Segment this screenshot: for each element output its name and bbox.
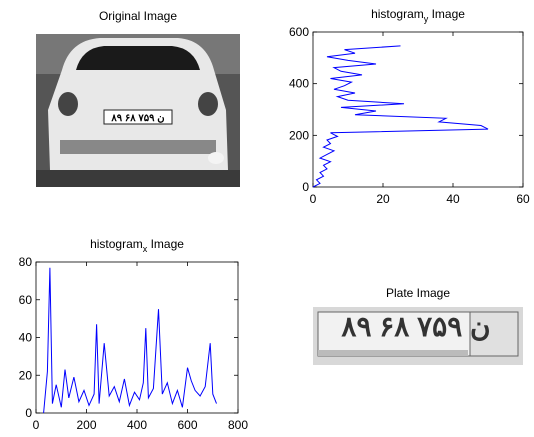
y-tick-label: 200 [289, 128, 309, 142]
x-tick-label: 20 [376, 192, 390, 206]
x-tick-label: 0 [310, 192, 317, 206]
x-tick-label: 600 [177, 418, 197, 432]
title-subscript: y [424, 14, 429, 24]
plate-image: ۸۹ ن ۷۵۹ ۶۸ [313, 307, 523, 365]
y-tick-label: 0 [25, 406, 32, 420]
plate-text: ۸۹ ن ۷۵۹ ۶۸ [341, 311, 490, 342]
chart-title: histogramx Image [90, 237, 184, 254]
plate-text: ۸۹ ن ۷۵۹ ۶۸ [110, 113, 164, 124]
title-text: histogram [371, 7, 424, 21]
x-tick-label: 40 [446, 192, 460, 206]
axes-box [35, 261, 239, 414]
title-suffix: Image [147, 237, 184, 251]
chart-title: histogramy Image [371, 7, 465, 24]
y-tick-label: 0 [302, 180, 309, 194]
y-tick-label: 60 [19, 293, 33, 307]
data-line [43, 267, 217, 414]
image-title: Original Image [99, 9, 177, 23]
original-image: ۸۹ ن ۷۵۹ ۶۸ [36, 34, 240, 187]
y-tick-label: 20 [19, 368, 33, 382]
title-suffix: Image [428, 7, 465, 21]
y-tick-label: 400 [289, 77, 309, 91]
x-tick-label: 400 [127, 418, 147, 432]
x-tick-label: 800 [228, 418, 248, 432]
x-tick-label: 0 [33, 418, 40, 432]
x-tick-label: 200 [76, 418, 96, 432]
x-tick-label: 60 [516, 192, 530, 206]
title-subscript: x [143, 244, 148, 254]
title-text: histogram [90, 237, 143, 251]
axes-box [312, 31, 524, 188]
y-tick-label: 600 [289, 25, 309, 39]
y-tick-label: 80 [19, 255, 33, 269]
y-tick-label: 40 [19, 331, 33, 345]
data-line [312, 45, 489, 188]
image-title: Plate Image [386, 286, 450, 300]
